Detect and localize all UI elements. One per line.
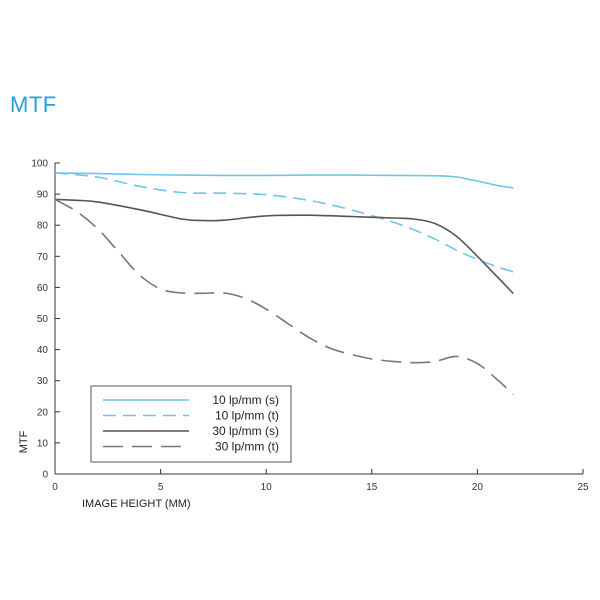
y-tick-label: 60 (37, 283, 49, 294)
x-axis-label: IMAGE HEIGHT (MM) (82, 498, 191, 510)
y-tick-label: 40 (37, 345, 49, 356)
x-tick-label: 15 (366, 482, 378, 493)
series-line-1 (54, 172, 514, 273)
chart-title: MTF (10, 92, 57, 117)
legend-label-3: 30 lp/mm (t) (215, 440, 279, 454)
axes (54, 162, 584, 475)
y-axis-label: MTF (18, 430, 30, 453)
legend-box (90, 385, 292, 463)
x-tick-label: 25 (577, 482, 589, 493)
x-tick-label: 20 (472, 482, 484, 493)
series-line-0 (54, 172, 514, 189)
series-line-2 (54, 198, 514, 295)
y-tick-label: 0 (42, 470, 48, 481)
x-tick-label: 10 (261, 482, 273, 493)
y-tick-label: 10 (37, 438, 49, 449)
y-tick-label: 80 (37, 221, 49, 232)
legend-label-2: 30 lp/mm (s) (212, 424, 279, 438)
x-tick-label: 5 (158, 482, 164, 493)
legend-label-1: 10 lp/mm (t) (215, 409, 279, 423)
y-tick-label: 100 (31, 159, 48, 170)
legend: 10 lp/mm (s) 10 lp/mm (t)30 lp/mm (s) 30 l… (90, 385, 292, 463)
legend-label-0: 10 lp/mm (s) (212, 393, 279, 407)
y-tick-label: 20 (37, 407, 49, 418)
tick-labels: 0 10 20 30 40 50 60 70 80 90 100 0 5 10 15 20 25 (31, 159, 589, 494)
y-tick-label: 90 (37, 190, 49, 201)
y-tick-label: 50 (37, 314, 49, 325)
y-tick-label: 30 (37, 376, 49, 387)
series-line-3 (54, 198, 514, 396)
series-layer (54, 172, 514, 396)
x-tick-label: 0 (52, 482, 58, 493)
y-tick-label: 70 (37, 252, 49, 263)
